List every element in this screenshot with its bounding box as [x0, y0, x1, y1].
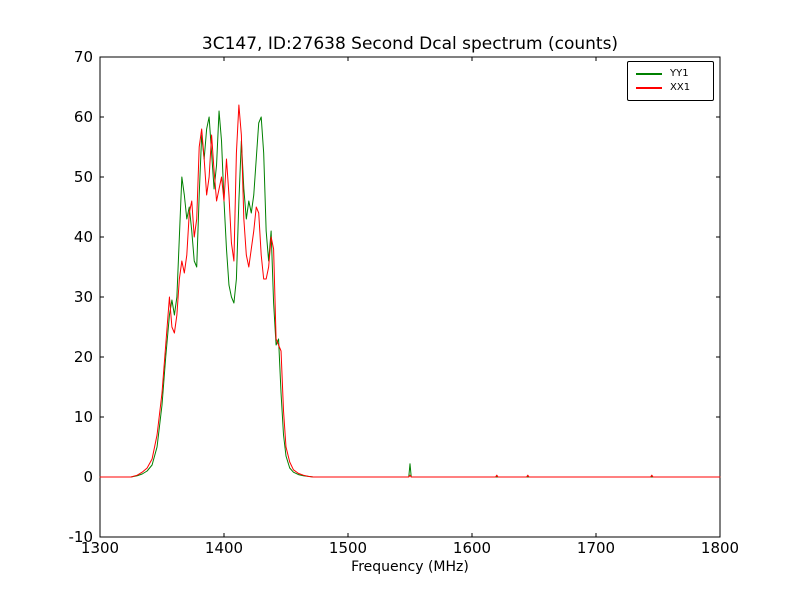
svg-text:1300: 1300	[81, 539, 119, 557]
yy1-line-swatch	[636, 73, 662, 75]
legend-entry-xx1: XX1	[636, 81, 705, 95]
xx1-line-swatch	[636, 87, 662, 89]
svg-text:50: 50	[74, 168, 93, 186]
svg-text:-10: -10	[69, 528, 94, 546]
legend-entry-yy1: YY1	[636, 67, 705, 81]
svg-text:1700: 1700	[577, 539, 615, 557]
svg-text:10: 10	[74, 408, 93, 426]
legend-label-yy1: YY1	[670, 68, 689, 79]
svg-text:1600: 1600	[453, 539, 491, 557]
svg-text:20: 20	[74, 348, 93, 366]
svg-text:1400: 1400	[205, 539, 243, 557]
svg-text:60: 60	[74, 108, 93, 126]
chart-title: 3C147, ID:27638 Second Dcal spectrum (co…	[201, 34, 619, 54]
legend-label-xx1: XX1	[670, 82, 691, 93]
svg-text:40: 40	[74, 228, 93, 246]
svg-text:70: 70	[74, 48, 93, 66]
svg-text:30: 30	[74, 288, 93, 306]
svg-text:1800: 1800	[701, 539, 739, 557]
svg-text:1500: 1500	[329, 539, 367, 557]
legend: YY1 XX1	[627, 61, 714, 101]
x-axis-label: Frequency (MHz)	[351, 559, 469, 575]
svg-text:0: 0	[83, 468, 93, 486]
